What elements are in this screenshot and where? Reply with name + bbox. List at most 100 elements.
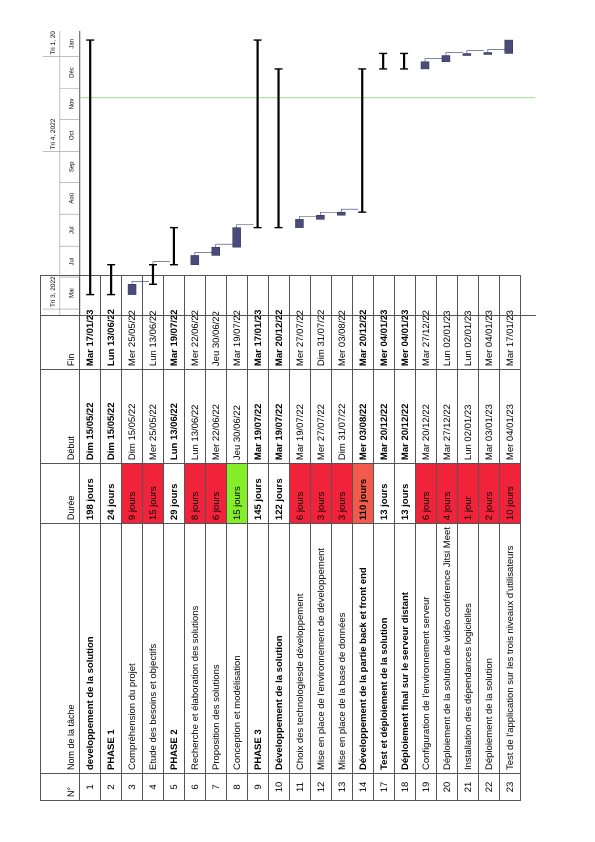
task-name: PHASE 1	[101, 524, 122, 774]
task-start: Mar 19/07/22	[269, 370, 290, 464]
header-duration: Durée	[41, 464, 80, 524]
task-bar	[421, 62, 429, 69]
table-header-row: N° Nom de la tâche Durée Début Fin	[41, 276, 80, 801]
task-duration: 6 jours	[290, 464, 311, 524]
task-bar	[128, 284, 136, 294]
task-id: 10	[269, 774, 290, 801]
task-row: 4 Etude des besoins et objectifs 15 jours M…	[143, 276, 164, 801]
dependency-link	[341, 209, 358, 212]
task-name: Etude des besoins et objectifs	[143, 524, 164, 774]
quarter-label: Tri 1, 2023	[50, 31, 57, 55]
task-duration: 2 jours	[479, 464, 500, 524]
task-duration: 1 jour	[458, 464, 479, 524]
task-name: Recherche et élaboration des solutions	[185, 524, 206, 774]
header-start: Début	[41, 370, 80, 464]
task-id: 2	[101, 774, 122, 801]
task-duration: 29 jours	[164, 464, 185, 524]
task-name: Choix des technologiesde développement	[290, 524, 311, 774]
task-id: 14	[353, 774, 374, 801]
task-duration: 13 jours	[395, 464, 416, 524]
task-row: 2 PHASE 1 24 jours Dim 15/05/22 Lun 13/06/22	[101, 276, 122, 801]
task-id: 18	[395, 774, 416, 801]
task-id: 1	[80, 774, 101, 801]
task-table: N° Nom de la tâche Durée Début Fin 1 deve…	[40, 275, 521, 801]
dependency-link	[132, 281, 149, 284]
task-start: Mar 27/12/22	[437, 370, 458, 464]
task-row: 11 Choix des technologiesde développement…	[290, 276, 311, 801]
task-name: Développement de la partie back et front…	[353, 524, 374, 774]
quarter-label: Tri 3, 2022	[50, 276, 57, 307]
dependency-link	[195, 252, 212, 255]
task-id: 12	[311, 774, 332, 801]
dependency-link	[299, 216, 316, 219]
task-row: 14 Développement de la partie back et fro…	[353, 276, 374, 801]
task-name: Développement de la solution	[269, 524, 290, 774]
task-row: 6 Recherche et élaboration des solutions 8…	[185, 276, 206, 801]
task-duration: 122 jours	[269, 464, 290, 524]
task-name: developpement de la solution	[80, 524, 101, 774]
task-start: Mar 19/07/22	[248, 370, 269, 464]
dependency-link	[467, 51, 484, 54]
task-duration: 15 jours	[143, 464, 164, 524]
task-bar	[233, 228, 241, 248]
task-duration: 8 jours	[185, 464, 206, 524]
task-id: 8	[227, 774, 248, 801]
month-label: Nov	[70, 99, 76, 110]
task-start: Jeu 30/06/22	[227, 370, 248, 464]
task-bar	[316, 215, 324, 219]
task-start: Mer 22/06/22	[206, 370, 227, 464]
task-duration: 24 jours	[101, 464, 122, 524]
task-name: Test et déploiement de la solution	[374, 524, 395, 774]
task-row: 19 Configuration de l'environnement serve…	[416, 276, 437, 801]
task-bar	[484, 53, 492, 55]
gantt-sheet: N° Nom de la tâche Durée Début Fin 1 deve…	[40, 31, 536, 801]
task-row: 5 PHASE 2 29 jours Lun 13/06/22 Mar 19/07/22	[164, 276, 185, 801]
task-bar	[295, 219, 303, 227]
task-name: Déploiement de la solution	[479, 524, 500, 774]
task-duration: 145 jours	[248, 464, 269, 524]
task-row: 10 Développement de la solution 122 jours M…	[269, 276, 290, 801]
task-row: 12 Mise en place de l'environnement de dé…	[311, 276, 332, 801]
task-duration: 13 jours	[374, 464, 395, 524]
task-start: Mar 19/07/22	[290, 370, 311, 464]
task-id: 6	[185, 774, 206, 801]
task-id: 5	[164, 774, 185, 801]
task-row: 23 Test de l'application sur les trois ni…	[500, 276, 521, 801]
task-id: 4	[143, 774, 164, 801]
task-bar	[191, 255, 199, 264]
dependency-link	[425, 59, 442, 62]
task-start: Dim 15/05/22	[101, 370, 122, 464]
task-row: 1 developpement de la solution 198 jours Di…	[80, 276, 101, 801]
quarter-label: Tri 4, 2022	[50, 118, 57, 149]
task-duration: 6 jours	[206, 464, 227, 524]
task-name: PHASE 3	[248, 524, 269, 774]
task-name: Mise en place de l'environnement de déve…	[311, 524, 332, 774]
task-start: Mer 03/08/22	[353, 370, 374, 464]
task-row: 9 PHASE 3 145 jours Mar 19/07/22 Mar 17/01/2…	[248, 276, 269, 801]
task-bar	[505, 40, 513, 53]
task-duration: 15 jours	[227, 464, 248, 524]
task-start: Dim 15/05/22	[122, 370, 143, 464]
task-start: Lun 13/06/22	[185, 370, 206, 464]
month-label: Oct	[70, 130, 76, 140]
task-start: Mar 20/12/22	[374, 370, 395, 464]
task-start: Dim 15/05/22	[80, 370, 101, 464]
task-row: 18 Déploiement final sur le serveur dista…	[395, 276, 416, 801]
task-row: 17 Test et déploiement de la solution 13 j…	[374, 276, 395, 801]
task-name: Installation des dépendances logicielles	[458, 524, 479, 774]
task-bar	[212, 247, 220, 255]
task-id: 20	[437, 774, 458, 801]
task-start: Lun 13/06/22	[164, 370, 185, 464]
task-name: Compréhension du projet	[122, 524, 143, 774]
dependency-link	[320, 212, 337, 215]
task-start: Mer 27/07/22	[311, 370, 332, 464]
task-duration: 6 jours	[416, 464, 437, 524]
task-id: 7	[206, 774, 227, 801]
task-row: 3 Compréhension du projet 9 jours Dim 15/05…	[122, 276, 143, 801]
month-label: Jul	[70, 226, 76, 234]
dependency-link	[446, 53, 463, 56]
gantt-chart: Tri 3, 2022 Tri 4, 2022 Tri 1, 2023 Mai Jui J…	[40, 31, 536, 316]
task-name: Déploiement final sur le serveur distant	[395, 524, 416, 774]
task-duration: 3 jours	[311, 464, 332, 524]
task-bar	[442, 56, 450, 62]
